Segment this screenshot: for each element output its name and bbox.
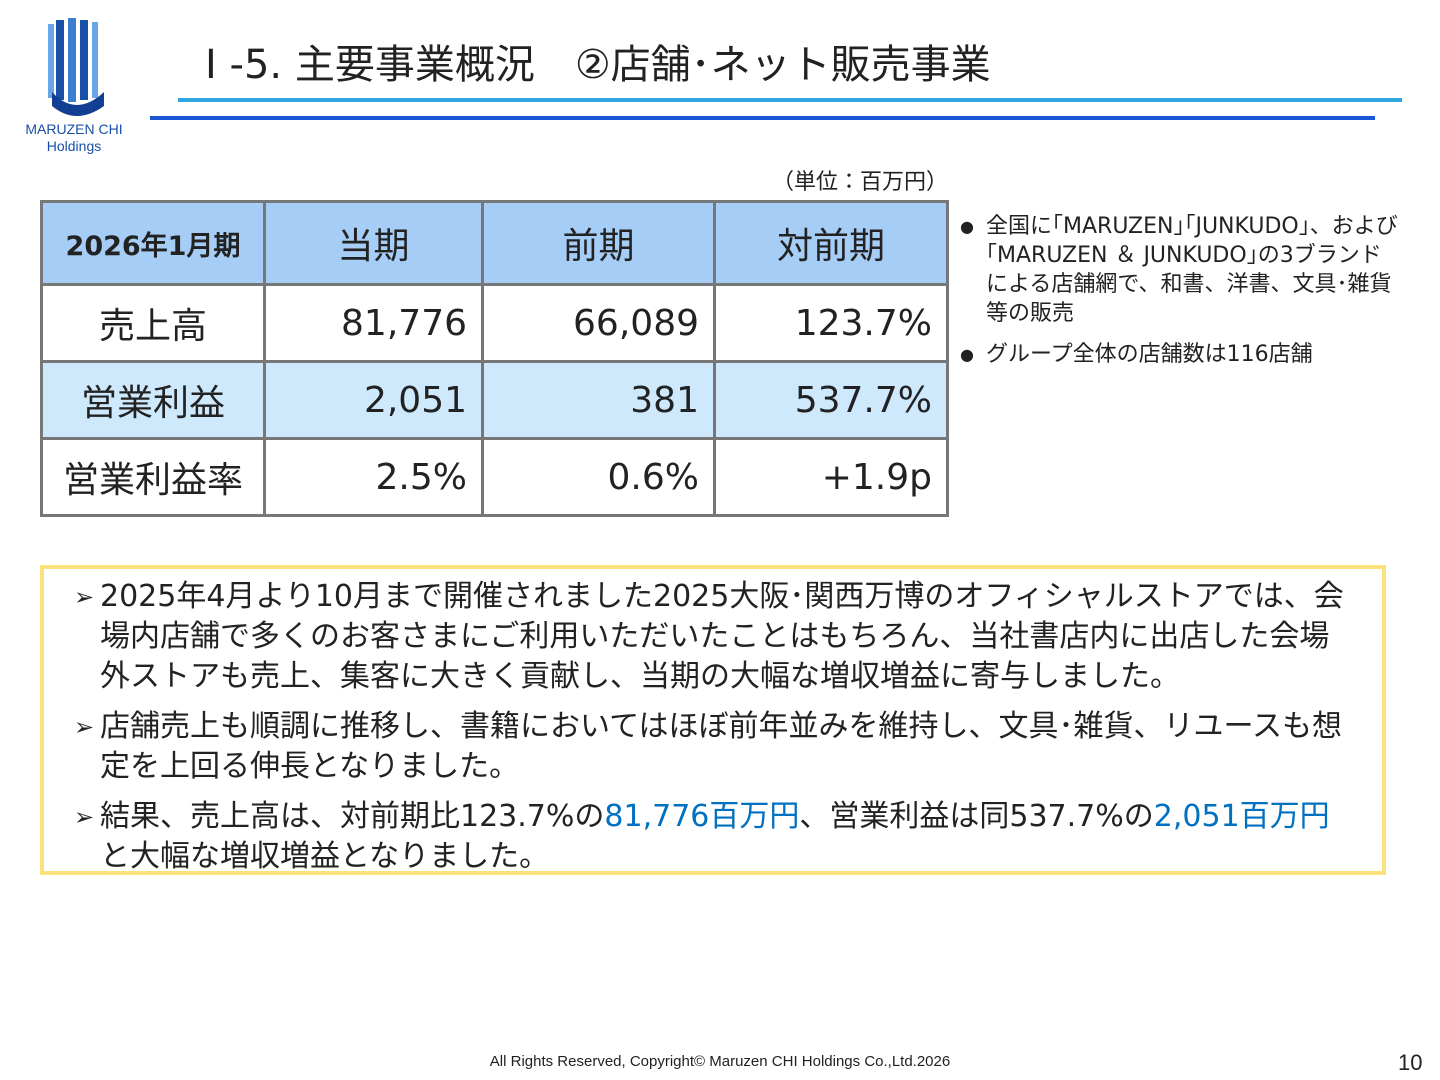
cell: 66,089 [481, 283, 716, 363]
summary-text: 2025年4月より10月まで開催されました2025大阪･関西万博のオフィシャルス… [100, 579, 1344, 694]
table: 2026年1月期 当期 前期 対前期 売上高 81,776 66,089 123.7% 営業利益… [40, 200, 949, 517]
summary-item: 結果、売上高は、対前期比123.7%の81,776百万円、営業利益は同537.7… [74, 797, 1358, 877]
logo: MARUZEN CHI Holdings [25, 18, 123, 154]
cell: 381 [481, 360, 716, 440]
summary-item: 2025年4月より10月まで開催されました2025大阪･関西万博のオフィシャルス… [74, 577, 1358, 697]
cell: 0.6% [481, 437, 716, 517]
rule [178, 98, 1402, 102]
summary-text: 、営業利益は同537.7%の [799, 799, 1154, 834]
notes: 全国に｢MARUZEN｣｢JUNKUDO｣、および｢MARUZEN ＆ JUNK… [960, 212, 1400, 381]
row: 営業利益 2,051 381 537.7% [40, 360, 949, 440]
summary-text: 81,776百万円 [604, 799, 800, 834]
cell: 営業利益率 [40, 437, 266, 517]
logo-name: MARUZEN CHI [25, 121, 122, 137]
summary-text: 結果、売上高は、対前期比123.7%の [100, 799, 605, 834]
row: 売上高 81,776 66,089 123.7% [40, 283, 949, 363]
summary-item: 店舗売上も順調に推移し、書籍においてはほぼ前年並みを維持し、文具･雑貨、リユース… [74, 707, 1358, 787]
header-cell: 2026年1月期 [40, 200, 266, 286]
cell: 81,776 [263, 283, 484, 363]
copyright: All Rights Reserved, Copyright© Maruzen … [489, 1053, 951, 1070]
cell: 2.5% [263, 437, 484, 517]
cell: 売上高 [40, 283, 266, 363]
summary-text: と大幅な増収増益となりました。 [100, 839, 550, 874]
cell: 営業利益 [40, 360, 266, 440]
summary-box: 2025年4月より10月まで開催されました2025大阪･関西万博のオフィシャルス… [40, 565, 1386, 875]
title: Ⅰ -5. 主要事業概況 ②店舗･ネット販売事業 [205, 42, 991, 88]
header-cell: 当期 [263, 200, 484, 286]
page-number: 10 [1398, 1050, 1423, 1075]
rule [150, 116, 1375, 120]
note: グループ全体の店舗数は116店舗 [960, 340, 1400, 369]
cell: 123.7% [713, 283, 949, 363]
cell: 2,051 [263, 360, 484, 440]
row: 営業利益率 2.5% 0.6% +1.9p [40, 437, 949, 517]
header-row: 2026年1月期 当期 前期 対前期 [40, 200, 949, 286]
cell: +1.9p [713, 437, 949, 517]
note: 全国に｢MARUZEN｣｢JUNKUDO｣、および｢MARUZEN ＆ JUNK… [960, 212, 1400, 328]
logo-sub: Holdings [47, 138, 101, 154]
cell: 537.7% [713, 360, 949, 440]
summary-text: 店舗売上も順調に推移し、書籍においてはほぼ前年並みを維持し、文具･雑貨、リユース… [100, 709, 1342, 784]
unit: （単位：百万円） [772, 170, 949, 195]
header-cell: 対前期 [713, 200, 949, 286]
header-cell: 前期 [481, 200, 716, 286]
summary-text: 2,051百万円 [1153, 799, 1330, 834]
